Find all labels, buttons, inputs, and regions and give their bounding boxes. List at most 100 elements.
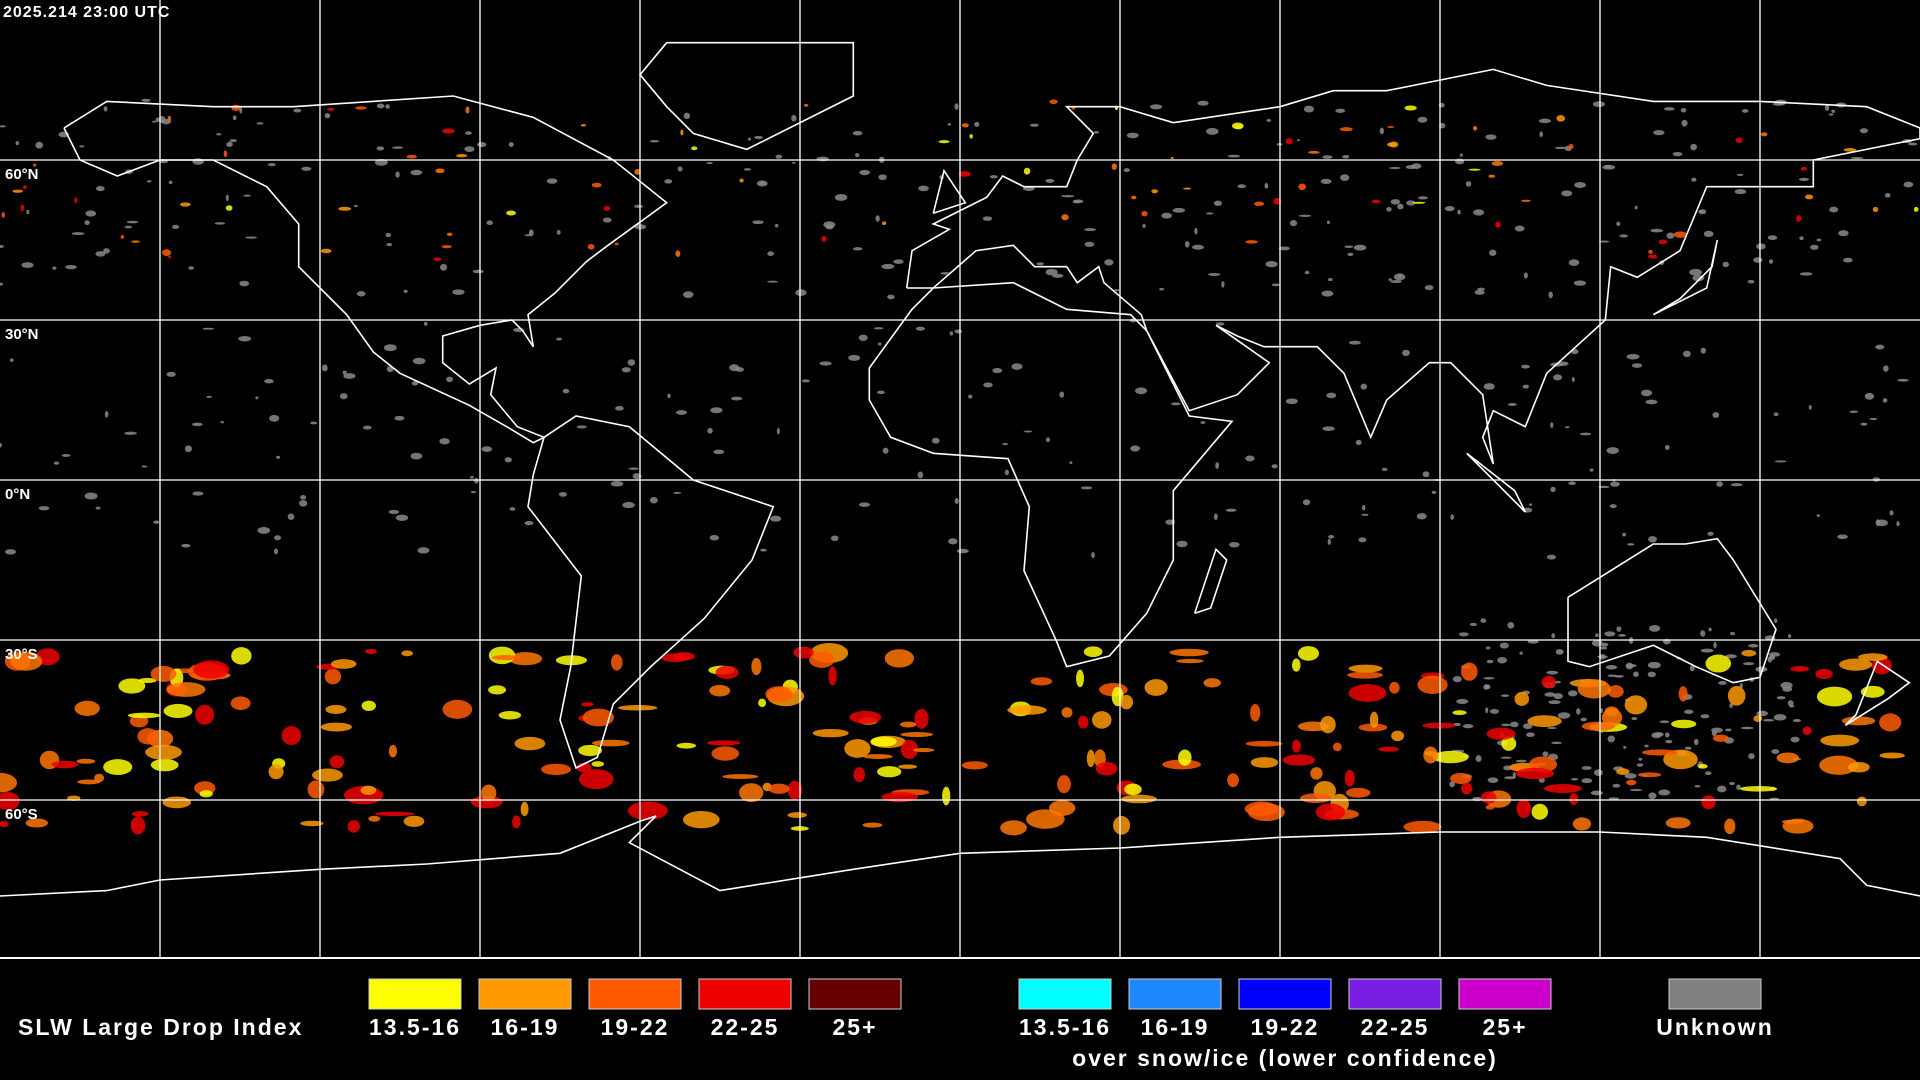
legend-label: 16-19 — [1141, 1014, 1210, 1040]
cloud-speck — [1619, 234, 1628, 238]
cloud-speck — [582, 708, 615, 727]
cloud-speck — [1298, 183, 1307, 191]
cloud-speck — [1450, 772, 1472, 784]
cloud-speck — [239, 280, 250, 287]
cloud-speck — [1689, 665, 1695, 672]
cloud-speck — [1406, 200, 1416, 206]
cloud-speck — [1671, 719, 1697, 729]
cloud-speck — [1581, 766, 1592, 770]
cloud-speck — [1828, 113, 1834, 116]
cloud-speck — [1083, 646, 1103, 658]
cloud-speck — [1903, 181, 1914, 188]
cloud-speck — [1345, 787, 1371, 798]
cloud-speck — [877, 390, 885, 395]
cloud-speck — [1091, 552, 1095, 559]
cloud-speck — [767, 251, 774, 257]
cloud-speck — [1347, 671, 1383, 679]
cloud-speck — [1418, 196, 1428, 200]
cloud-speck — [465, 106, 470, 114]
cloud-speck — [245, 236, 258, 239]
cloud-speck — [1397, 203, 1404, 210]
cloud-speck — [193, 660, 230, 679]
cloud-speck — [1577, 679, 1611, 699]
cloud-speck — [1598, 654, 1606, 660]
cloud-speck — [1194, 227, 1198, 235]
cloud-speck — [1457, 209, 1461, 215]
cloud-speck — [1734, 188, 1747, 195]
cloud-speck — [84, 492, 98, 500]
cloud-speck — [158, 115, 166, 123]
cloud-speck — [1539, 131, 1544, 138]
cloud-speck — [477, 142, 487, 148]
cloud-speck — [1705, 654, 1732, 673]
cloud-speck — [167, 255, 172, 259]
cloud-speck — [1206, 212, 1214, 215]
cloud-speck — [739, 783, 764, 803]
cloud-speck — [627, 359, 636, 366]
cloud-speck — [1700, 648, 1714, 653]
cloud-speck — [395, 171, 400, 178]
cloud-speck — [433, 257, 442, 262]
cloud-speck — [1507, 403, 1517, 406]
cloud-speck — [1839, 658, 1873, 671]
cloud-speck — [795, 289, 807, 297]
cloud-speck — [1831, 109, 1836, 113]
cloud-speck — [1694, 784, 1701, 788]
cloud-speck — [1693, 738, 1699, 746]
cloud-speck — [216, 133, 222, 136]
cloud-speck — [168, 180, 173, 185]
cloud-speck — [1387, 125, 1395, 128]
cloud-speck — [355, 106, 367, 110]
cloud-speck — [751, 657, 762, 676]
cloud-speck — [1215, 322, 1225, 326]
cloud-speck — [53, 461, 60, 465]
cloud-speck — [1650, 228, 1664, 233]
cloud-speck — [1602, 164, 1616, 170]
cloud-speck — [1452, 710, 1467, 716]
cloud-speck — [152, 120, 157, 123]
cloud-speck — [791, 114, 797, 122]
cloud-speck — [1289, 220, 1298, 227]
cloud-speck — [776, 427, 780, 435]
cloud-speck — [1072, 199, 1084, 204]
cloud-speck — [364, 648, 378, 655]
cloud-speck — [1672, 152, 1683, 157]
cloud-speck — [1592, 101, 1606, 107]
cloud-speck — [1322, 426, 1335, 431]
cloud-speck — [1913, 206, 1919, 212]
cloud-speck — [1548, 291, 1553, 299]
cloud-speck — [1104, 259, 1114, 266]
cloud-speck — [1495, 221, 1501, 228]
cloud-speck — [1358, 537, 1367, 543]
cloud-speck — [1208, 272, 1221, 276]
cloud-speck — [1771, 749, 1780, 754]
cloud-speck — [1648, 536, 1657, 543]
cloud-speck — [1221, 281, 1225, 288]
cloud-speck — [1624, 773, 1637, 779]
cloud-speck — [649, 496, 658, 504]
cloud-speck — [1708, 627, 1712, 632]
cloud-speck — [1485, 134, 1497, 140]
cloud-speck — [1176, 658, 1204, 664]
cloud-speck — [900, 732, 934, 738]
cloud-speck — [591, 182, 602, 188]
cloud-speck — [1594, 769, 1603, 776]
cloud-speck — [722, 774, 759, 779]
cloud-speck — [969, 134, 973, 139]
cloud-speck — [488, 685, 507, 695]
cloud-speck — [512, 815, 521, 829]
cloud-speck — [1386, 207, 1392, 212]
cloud-speck — [470, 795, 503, 809]
cloud-speck — [754, 135, 764, 140]
cloud-speck — [1061, 707, 1073, 718]
cloud-speck — [394, 415, 405, 421]
cloud-speck — [1480, 618, 1487, 623]
cloud-speck — [1647, 671, 1656, 678]
cloud-speck — [1883, 365, 1889, 372]
cloud-speck — [768, 783, 790, 794]
cloud-speck — [792, 161, 796, 164]
cloud-speck — [1390, 280, 1402, 284]
cloud-speck — [852, 130, 863, 136]
cloud-speck — [1061, 194, 1075, 198]
cloud-speck — [1572, 817, 1592, 831]
